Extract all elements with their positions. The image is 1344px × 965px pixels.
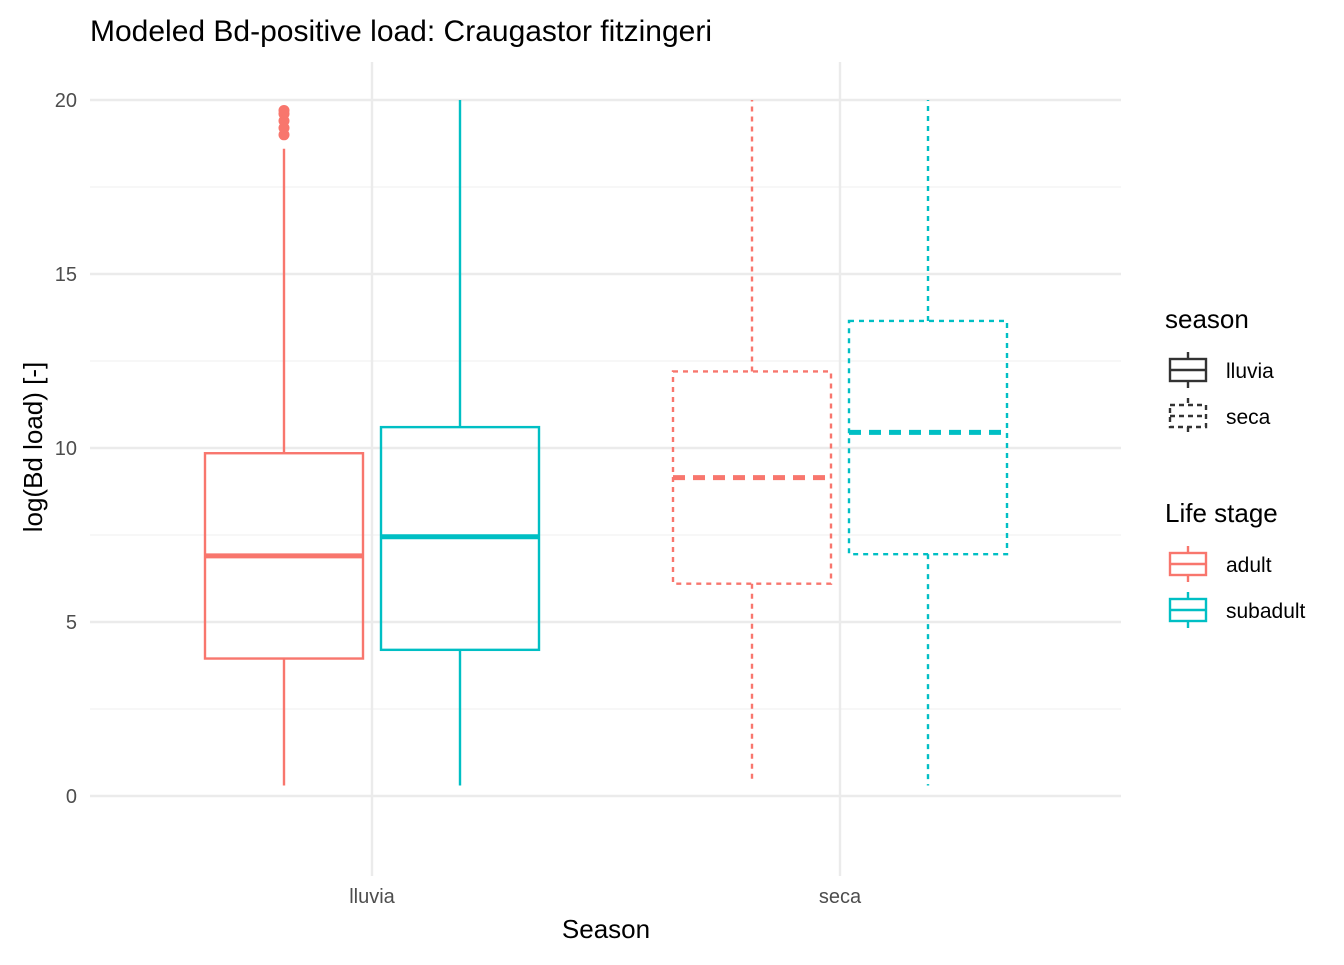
box-subadult-lluvia (379, 100, 541, 786)
y-axis-title: log(Bd load) [-] (18, 362, 48, 533)
axis-layer: Modeled Bd-positive load: Craugastor fit… (18, 15, 862, 944)
legend-season-label-lluvia: lluvia (1226, 360, 1274, 383)
legend-lifestage-label-adult: adult (1226, 554, 1272, 577)
box-adult-seca (671, 100, 833, 783)
legend-lifestage-title: Life stage (1165, 498, 1278, 528)
boxes-layer (203, 100, 1009, 786)
box-body (847, 319, 1009, 556)
x-tick-label: seca (819, 886, 862, 908)
box-subadult-seca (847, 100, 1009, 786)
y-tick-label: 10 (55, 438, 77, 460)
legend-lifestage-key-subadult (1168, 592, 1208, 628)
legend-lifestage-key-adult (1168, 546, 1208, 582)
x-tick-label: lluvia (349, 886, 395, 908)
legend-lifestage-label-subadult: subadult (1226, 600, 1306, 623)
y-tick-label: 15 (55, 264, 77, 286)
outlier-point (278, 104, 290, 116)
y-tick-label: 5 (66, 612, 77, 634)
legend: season lluvia seca Life stage adult suba… (1165, 304, 1306, 628)
legend-season-key-lluvia (1168, 352, 1208, 388)
legend-key-box (1168, 403, 1208, 429)
legend-season-title: season (1165, 304, 1249, 334)
box-adult-lluvia (203, 104, 365, 786)
chart-title: Modeled Bd-positive load: Craugastor fit… (90, 15, 712, 48)
legend-season-key-seca (1168, 398, 1208, 434)
legend-season-label-seca: seca (1226, 406, 1271, 429)
y-tick-label: 0 (66, 786, 77, 808)
x-axis-title: Season (562, 914, 650, 944)
grid-layer (90, 62, 1121, 876)
y-tick-label: 20 (55, 90, 77, 112)
